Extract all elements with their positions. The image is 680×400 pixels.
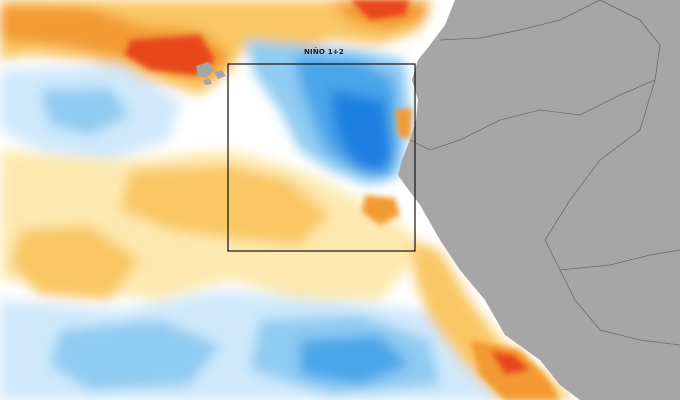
border-south <box>559 269 680 346</box>
anomaly-field <box>0 0 575 400</box>
galapagos-islands <box>196 62 226 85</box>
warm-patch-central <box>120 165 330 245</box>
border-peru-brazil <box>544 79 680 271</box>
border-colombia-ecuador <box>439 0 601 41</box>
island-2 <box>214 70 226 79</box>
nino-region-label: NIÑO 1+2 <box>304 48 344 56</box>
cool-patch-west-inner <box>40 88 130 135</box>
border-colombia-peru <box>599 0 661 81</box>
hot-core-northwest <box>125 35 215 75</box>
island-3 <box>203 79 212 85</box>
warm-blob-box <box>362 195 400 225</box>
cool-patch-south-3 <box>300 335 410 385</box>
warm-patch-southwest <box>10 225 140 300</box>
warm-coastal-gulf <box>395 108 412 140</box>
country-borders <box>409 0 680 346</box>
anomaly-hotspots <box>125 0 560 400</box>
nino-region-box <box>227 63 416 252</box>
hot-core-north <box>350 0 410 20</box>
hot-coastal-south-core <box>490 350 530 375</box>
cool-patch-south-1 <box>50 320 220 390</box>
warm-coastal-strip <box>410 240 575 400</box>
cool-tongue-deep <box>330 90 392 175</box>
border-ecuador-peru <box>409 79 656 151</box>
island-1 <box>196 62 214 78</box>
